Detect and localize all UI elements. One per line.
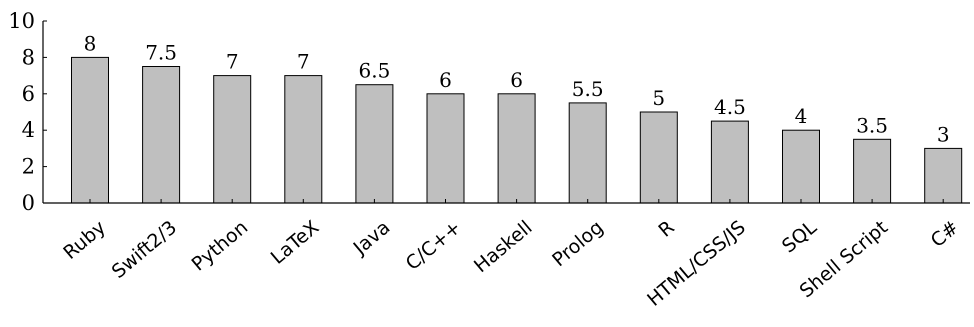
data-labels-group: 8 7.5 7 7 6.5 6 6 5.5 5 4.5 4 3.5 3 — [84, 31, 950, 146]
y-tick-label-1: 2 — [22, 155, 35, 179]
bar-4 — [355, 84, 394, 204]
x-tick-label-4: Java — [349, 216, 395, 259]
bar-9 — [710, 120, 749, 204]
y-tick-label-0: 0 — [22, 191, 35, 215]
data-label-11: 3.5 — [856, 113, 888, 137]
bar-1 — [142, 66, 181, 204]
x-tick-label-10: SQL — [778, 216, 821, 257]
x-tick-label-12: C# — [927, 216, 964, 252]
y-tick-label-4: 8 — [22, 45, 35, 69]
bars-group — [71, 56, 963, 204]
bar-0 — [71, 56, 109, 204]
y-tick-label-2: 4 — [22, 118, 35, 142]
bar-8 — [639, 111, 678, 204]
data-label-3: 7 — [297, 50, 310, 74]
data-label-9: 4.5 — [714, 95, 746, 119]
bar-3 — [284, 75, 323, 204]
bar-5 — [426, 93, 465, 204]
bar-2 — [213, 75, 252, 204]
data-label-1: 7.5 — [145, 41, 177, 65]
data-label-10: 4 — [795, 104, 808, 128]
y-tick-label-5: 10 — [8, 9, 35, 33]
bar-12 — [924, 147, 963, 204]
data-label-0: 8 — [84, 31, 97, 55]
data-label-4: 6.5 — [358, 59, 390, 83]
bar-7 — [568, 102, 607, 204]
x-tick-label-7: Prolog — [548, 216, 607, 271]
bar-11 — [853, 138, 892, 204]
bar-6 — [497, 93, 536, 204]
x-tick-label-5: C/C++ — [402, 216, 466, 274]
data-label-7: 5.5 — [572, 77, 604, 101]
data-label-5: 6 — [439, 68, 452, 92]
x-tick-label-2: Python — [188, 216, 253, 275]
x-tick-label-8: R — [654, 216, 678, 241]
x-tick-label-3: LaTeX — [267, 216, 324, 268]
y-tick-label-3: 6 — [22, 82, 35, 106]
y-ticks-group: 0 2 4 6 8 10 — [8, 9, 47, 215]
x-tick-label-1: Swift2/3 — [108, 216, 181, 283]
x-tick-label-6: Haskell — [470, 216, 537, 277]
x-tick-label-0: Ruby — [59, 216, 110, 264]
data-label-12: 3 — [937, 122, 950, 146]
data-label-6: 6 — [510, 68, 523, 92]
data-label-8: 5 — [652, 86, 665, 110]
bar-10 — [782, 129, 820, 204]
data-label-2: 7 — [226, 50, 239, 74]
